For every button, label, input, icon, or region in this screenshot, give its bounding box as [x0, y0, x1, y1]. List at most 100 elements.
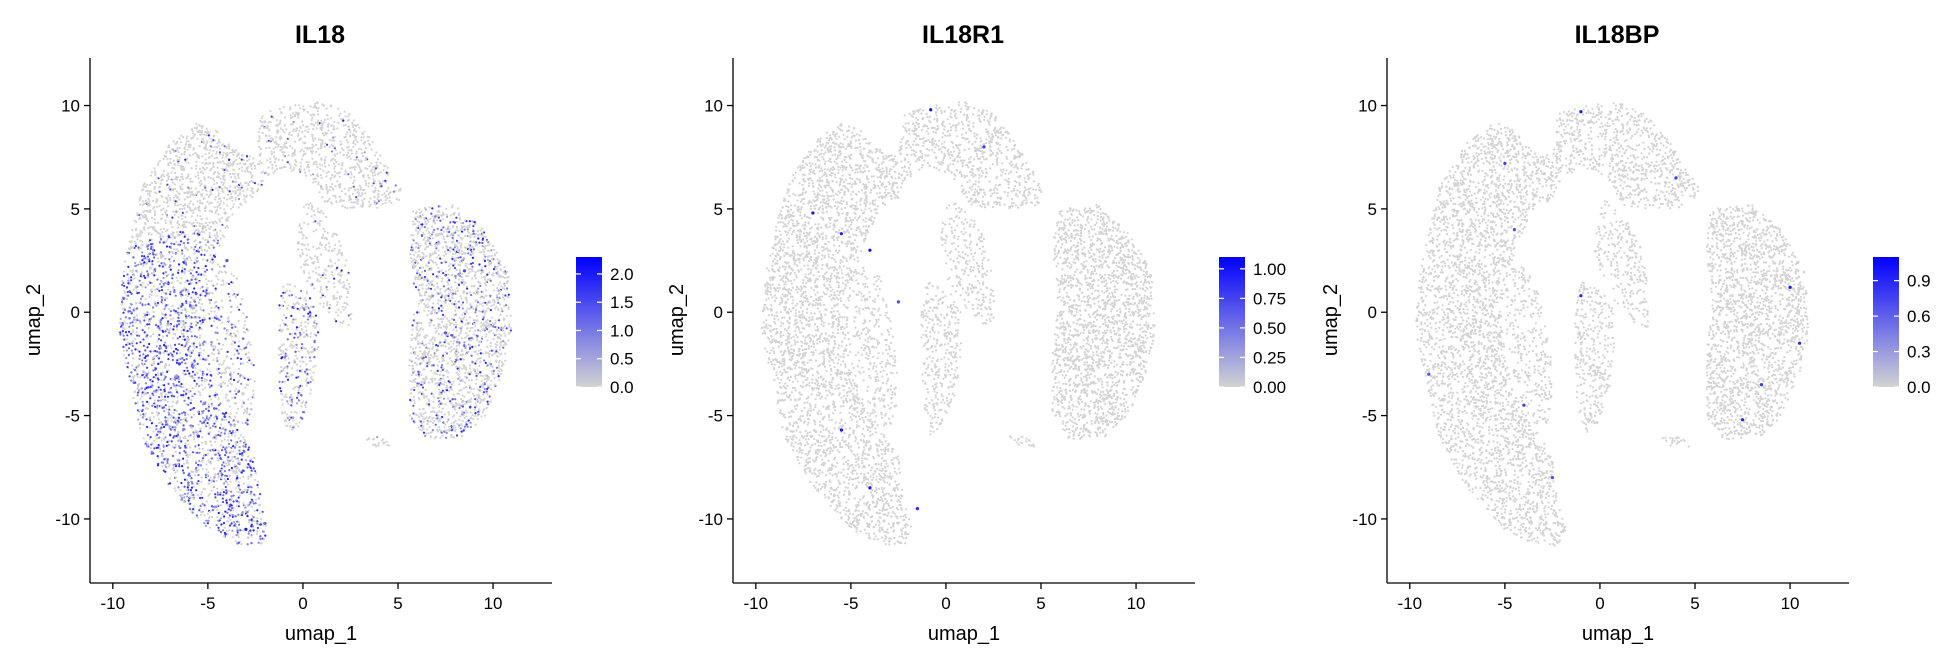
cell-point: [347, 115, 349, 117]
cell-point: [178, 343, 180, 345]
cell-point: [180, 291, 182, 293]
cell-point: [308, 249, 310, 251]
cell-point: [216, 416, 218, 418]
cell-point: [229, 186, 231, 188]
cell-point: [364, 180, 366, 182]
cell-point: [166, 245, 168, 247]
cell-point: [239, 157, 241, 159]
cell-point: [299, 254, 301, 256]
cell-point: [181, 208, 183, 210]
cell-point: [333, 167, 335, 169]
cell-point: [142, 200, 144, 202]
cell-point: [212, 292, 214, 294]
cell-point: [389, 196, 391, 198]
cell-point: [292, 420, 294, 422]
cell-point: [138, 358, 140, 360]
cell-point: [201, 130, 203, 132]
cell-point: [283, 144, 285, 146]
cell-point: [199, 306, 201, 308]
cell-point: [162, 433, 164, 435]
cell-point: [161, 195, 163, 197]
cell-point: [241, 185, 243, 187]
cell-point: [230, 423, 232, 425]
cell-point: [293, 362, 295, 364]
cell-point: [208, 433, 210, 435]
cell-point: [416, 220, 418, 222]
cell-point: [140, 275, 142, 277]
cell-point: [227, 460, 229, 462]
cell-point: [201, 286, 203, 288]
cell-point: [304, 371, 306, 373]
cell-point: [143, 229, 145, 231]
cell-point: [169, 199, 171, 201]
cell-point: [188, 222, 190, 224]
cell-point: [298, 389, 300, 391]
cell-point: [205, 190, 207, 192]
cell-point: [302, 124, 304, 126]
cell-point: [150, 233, 152, 235]
cell-point: [177, 272, 179, 274]
cell-point: [156, 295, 158, 297]
cell-point: [202, 290, 204, 292]
cell-point: [319, 242, 321, 244]
cell-point: [336, 267, 338, 269]
cell-point: [194, 230, 196, 232]
cell-point: [233, 324, 235, 326]
cell-point: [313, 356, 315, 358]
cell-point: [212, 425, 214, 427]
cell-point: [221, 321, 223, 323]
cell-point: [238, 521, 240, 523]
cell-point: [119, 331, 121, 333]
cell-point: [160, 176, 162, 178]
cell-point: [160, 326, 162, 328]
cell-point: [193, 436, 195, 438]
cell-point: [216, 142, 218, 144]
cell-point: [144, 223, 146, 225]
cell-point: [218, 343, 220, 345]
cell-point: [210, 177, 212, 179]
cell-point: [201, 436, 203, 438]
cell-point: [362, 193, 364, 195]
cell-point: [256, 531, 258, 533]
cell-point: [168, 444, 170, 446]
cell-point: [258, 146, 260, 148]
cell-point: [134, 338, 136, 340]
cell-point: [177, 151, 179, 153]
cell-point: [294, 304, 296, 306]
cell-point: [172, 286, 174, 288]
cell-point: [179, 436, 181, 438]
cell-point: [297, 133, 299, 135]
cell-point: [200, 202, 202, 204]
cell-point: [257, 486, 259, 488]
cell-point: [269, 110, 271, 112]
cell-point: [215, 426, 217, 428]
cell-point: [190, 269, 192, 271]
cell-point: [215, 315, 217, 317]
cell-point: [346, 157, 348, 159]
cell-point: [127, 362, 129, 364]
cell-point: [169, 434, 171, 436]
cell-point: [250, 402, 252, 404]
cell-point: [184, 271, 186, 273]
cell-point: [235, 181, 237, 183]
cell-point: [202, 321, 204, 323]
cell-point: [225, 486, 227, 488]
cell-point: [217, 235, 219, 237]
cell-point: [290, 315, 292, 317]
cell-point: [217, 373, 219, 375]
cell-point: [205, 408, 207, 410]
cell-point: [302, 105, 304, 107]
cell-point: [214, 140, 216, 142]
cell-point: [166, 216, 168, 218]
cell-point: [314, 326, 316, 328]
cell-point: [229, 406, 231, 408]
cell-point: [374, 190, 376, 192]
cell-point: [247, 466, 249, 468]
cell-point: [326, 114, 328, 116]
cell-point: [187, 206, 189, 208]
cell-point: [289, 284, 291, 286]
cell-point: [307, 243, 309, 245]
cell-point: [206, 250, 208, 252]
cell-point: [184, 203, 186, 205]
cell-point: [207, 355, 209, 357]
